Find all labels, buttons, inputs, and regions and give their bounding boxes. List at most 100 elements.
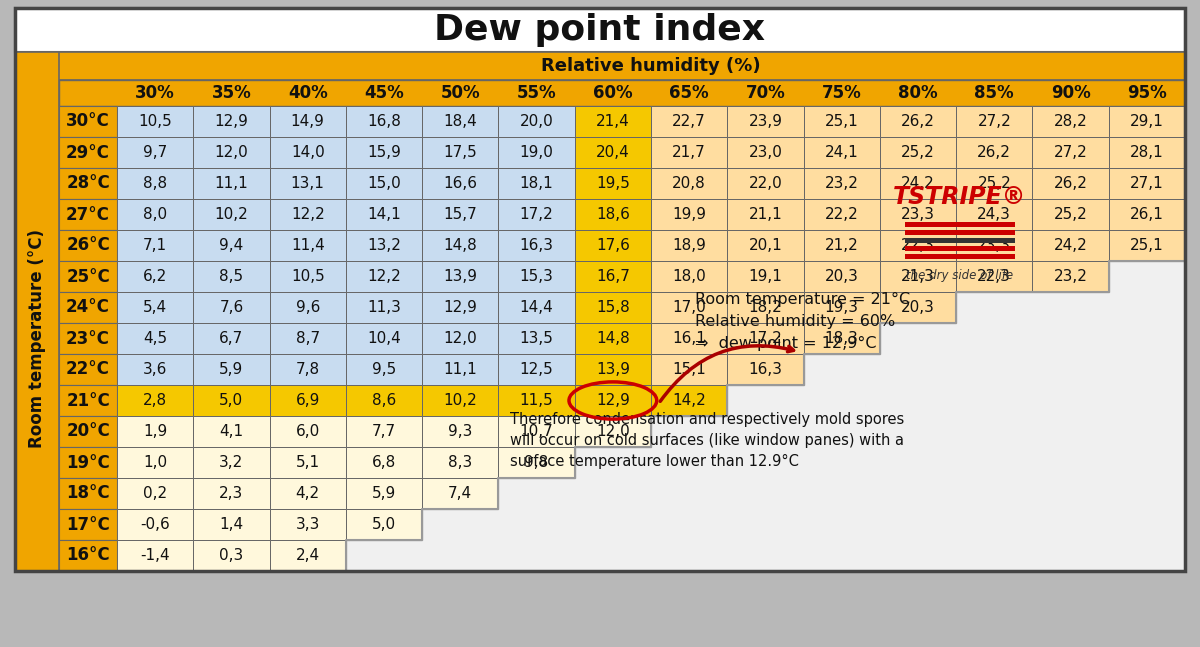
Bar — [118, 540, 193, 571]
Text: 12,2: 12,2 — [290, 207, 324, 222]
Text: 17,5: 17,5 — [444, 145, 478, 160]
Bar — [650, 106, 727, 137]
Bar — [880, 199, 956, 230]
Text: 9,8: 9,8 — [524, 455, 548, 470]
Bar — [1032, 106, 1109, 137]
Text: 20,4: 20,4 — [596, 145, 630, 160]
Bar — [270, 106, 346, 137]
Bar — [1109, 199, 1186, 230]
Bar — [193, 106, 270, 137]
Text: Room temperature (°C): Room temperature (°C) — [28, 229, 46, 448]
Text: 17,0: 17,0 — [672, 300, 706, 315]
Text: 20,3: 20,3 — [901, 300, 935, 315]
Bar — [422, 478, 498, 509]
Bar — [905, 222, 1015, 227]
Bar — [956, 168, 1032, 199]
Text: 5,0: 5,0 — [372, 517, 396, 532]
Bar — [727, 199, 804, 230]
Bar — [956, 199, 1032, 230]
Bar — [905, 246, 1015, 251]
Bar — [575, 385, 652, 416]
Text: Relative humidity = 60%: Relative humidity = 60% — [695, 314, 895, 329]
Text: 10,5: 10,5 — [290, 269, 324, 284]
Text: 15,3: 15,3 — [520, 269, 553, 284]
Bar — [1109, 230, 1186, 261]
Text: 16,3: 16,3 — [520, 238, 553, 253]
Text: 8,6: 8,6 — [372, 393, 396, 408]
Text: 35%: 35% — [211, 84, 251, 102]
Text: 30%: 30% — [136, 84, 175, 102]
Text: 23,3: 23,3 — [977, 238, 1012, 253]
Text: 16,1: 16,1 — [672, 331, 706, 346]
Text: 19,9: 19,9 — [672, 207, 706, 222]
Bar — [905, 238, 1015, 243]
Text: 19,5: 19,5 — [596, 176, 630, 191]
Text: 10,2: 10,2 — [444, 393, 478, 408]
Bar — [422, 354, 498, 385]
Bar — [270, 478, 346, 509]
Bar — [422, 199, 498, 230]
Text: 13,9: 13,9 — [596, 362, 630, 377]
Bar — [727, 106, 804, 137]
Bar — [118, 447, 193, 478]
Bar — [956, 106, 1032, 137]
Text: 22,2: 22,2 — [824, 207, 858, 222]
Bar — [346, 478, 422, 509]
Bar — [727, 261, 804, 292]
Text: 14,1: 14,1 — [367, 207, 401, 222]
Text: 16,7: 16,7 — [596, 269, 630, 284]
Text: 19°C: 19°C — [66, 454, 110, 472]
Bar — [270, 292, 346, 323]
Bar — [193, 540, 270, 571]
Bar — [270, 323, 346, 354]
Bar — [346, 323, 422, 354]
Text: 13,2: 13,2 — [367, 238, 401, 253]
Text: 18,6: 18,6 — [596, 207, 630, 222]
Bar — [59, 478, 118, 509]
Text: 60%: 60% — [593, 84, 632, 102]
Text: 10,7: 10,7 — [520, 424, 553, 439]
Text: 20,3: 20,3 — [824, 269, 859, 284]
Bar — [346, 199, 422, 230]
Bar — [118, 323, 193, 354]
Bar — [59, 323, 118, 354]
Text: 10,4: 10,4 — [367, 331, 401, 346]
Bar — [1109, 168, 1186, 199]
Bar — [346, 261, 422, 292]
Text: 15,1: 15,1 — [672, 362, 706, 377]
Text: 5,9: 5,9 — [372, 486, 396, 501]
Text: 14,9: 14,9 — [290, 114, 325, 129]
Bar — [880, 230, 956, 261]
Text: 8,8: 8,8 — [143, 176, 167, 191]
Text: 21,7: 21,7 — [672, 145, 706, 160]
Bar — [422, 137, 498, 168]
Bar — [804, 106, 880, 137]
Bar — [14, 52, 59, 571]
Bar — [422, 385, 498, 416]
Bar — [118, 106, 193, 137]
Text: 11,1: 11,1 — [444, 362, 478, 377]
Text: 25,1: 25,1 — [824, 114, 858, 129]
Text: 14,4: 14,4 — [520, 300, 553, 315]
Text: 12,2: 12,2 — [367, 269, 401, 284]
Bar — [118, 385, 193, 416]
Text: 12,0: 12,0 — [596, 424, 630, 439]
Bar — [727, 137, 804, 168]
Text: 7,8: 7,8 — [295, 362, 319, 377]
Bar — [346, 230, 422, 261]
Text: 28,2: 28,2 — [1054, 114, 1087, 129]
Text: 25,1: 25,1 — [1130, 238, 1164, 253]
Text: 90%: 90% — [1051, 84, 1091, 102]
Text: 9,7: 9,7 — [143, 145, 167, 160]
Bar — [575, 292, 652, 323]
Bar — [650, 354, 727, 385]
Text: 55%: 55% — [517, 84, 557, 102]
Bar — [118, 416, 193, 447]
Text: 24,1: 24,1 — [824, 145, 858, 160]
Text: 5,0: 5,0 — [220, 393, 244, 408]
Bar — [575, 199, 652, 230]
Text: 21,1: 21,1 — [749, 207, 782, 222]
Text: 17,2: 17,2 — [749, 331, 782, 346]
Bar — [498, 199, 575, 230]
Text: 95%: 95% — [1127, 84, 1166, 102]
